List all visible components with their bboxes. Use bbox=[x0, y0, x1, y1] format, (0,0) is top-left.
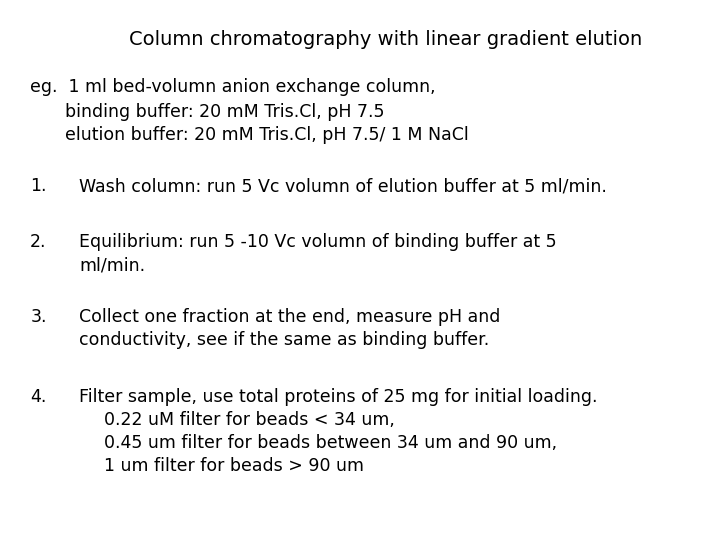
Text: Column chromatography with linear gradient elution: Column chromatography with linear gradie… bbox=[129, 30, 642, 49]
Text: Filter sample, use total proteins of 25 mg for initial loading.: Filter sample, use total proteins of 25 … bbox=[79, 388, 598, 406]
Text: binding buffer: 20 mM Tris.Cl, pH 7.5: binding buffer: 20 mM Tris.Cl, pH 7.5 bbox=[65, 103, 384, 120]
Text: 0.45 um filter for beads between 34 um and 90 um,: 0.45 um filter for beads between 34 um a… bbox=[104, 434, 557, 452]
Text: 2.: 2. bbox=[30, 233, 47, 251]
Text: 3.: 3. bbox=[30, 308, 47, 326]
Text: 0.22 uM filter for beads < 34 um,: 0.22 uM filter for beads < 34 um, bbox=[104, 411, 395, 429]
Text: elution buffer: 20 mM Tris.Cl, pH 7.5/ 1 M NaCl: elution buffer: 20 mM Tris.Cl, pH 7.5/ 1… bbox=[65, 126, 469, 144]
Text: Wash column: run 5 Vc volumn of elution buffer at 5 ml/min.: Wash column: run 5 Vc volumn of elution … bbox=[79, 177, 607, 195]
Text: conductivity, see if the same as binding buffer.: conductivity, see if the same as binding… bbox=[79, 331, 490, 349]
Text: ml/min.: ml/min. bbox=[79, 256, 145, 274]
Text: Equilibrium: run 5 -10 Vc volumn of binding buffer at 5: Equilibrium: run 5 -10 Vc volumn of bind… bbox=[79, 233, 557, 251]
Text: eg.  1 ml bed-volumn anion exchange column,: eg. 1 ml bed-volumn anion exchange colum… bbox=[30, 78, 436, 96]
Text: 1.: 1. bbox=[30, 177, 47, 195]
Text: Collect one fraction at the end, measure pH and: Collect one fraction at the end, measure… bbox=[79, 308, 500, 326]
Text: 4.: 4. bbox=[30, 388, 47, 406]
Text: 1 um filter for beads > 90 um: 1 um filter for beads > 90 um bbox=[104, 457, 364, 475]
